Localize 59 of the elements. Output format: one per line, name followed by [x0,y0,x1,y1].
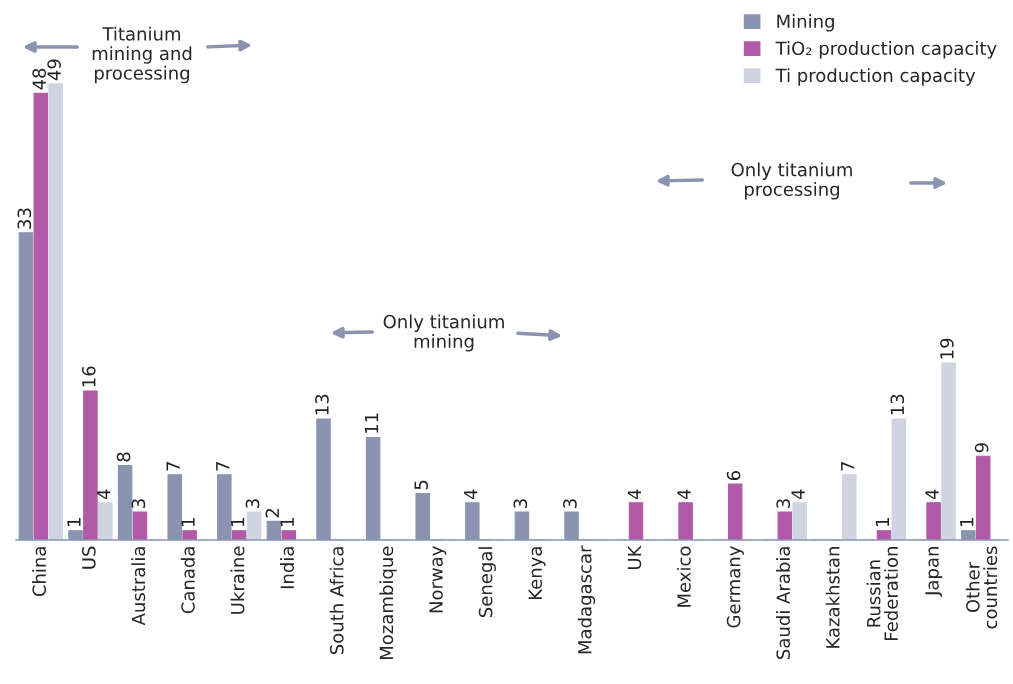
x-tick-label: Saudi Arabia [776,547,791,659]
x-tick-label: US [81,546,96,569]
data-label: 3 [245,499,260,508]
data-label: 1 [960,518,974,526]
data-label: 4 [925,489,939,500]
x-tick-label: Russian Federation [866,547,898,640]
data-label: 3 [563,499,577,508]
data-label: 9 [974,443,989,453]
data-label: 3 [776,499,791,508]
data-label: 4 [627,489,641,500]
x-tick-label: Mexico [676,546,691,607]
legend-label: Mining [777,14,834,32]
x-tick-label: Senegal [478,547,496,618]
data-label: 1 [280,518,294,526]
data-label: 3 [131,499,146,508]
x-tick-label: Japan [925,547,943,597]
data-label: 7 [216,462,230,471]
text: Titanium mining and processing [92,26,192,84]
data-label: 2 [265,508,279,518]
annotation: Only titanium processing [731,162,852,200]
x-tick-label: Kazakhstan [825,547,840,648]
x-tick-label: Ukraine [230,546,245,614]
data-label: 1 [875,518,889,526]
data-label: 1 [181,518,195,526]
x-tick-label: Germany [726,546,744,628]
data-label: 4 [464,489,478,500]
data-label: 1 [231,518,245,526]
data-label: 33 [17,208,32,229]
x-tick-label: UK [627,545,642,570]
data-label: 11 [364,413,379,433]
data-label: 19 [940,338,954,359]
x-tick-label: Kenya [528,547,546,600]
legend-label: Ti production capacity [775,68,976,86]
x-tick-label: Madagascar [577,545,596,654]
x-tick-label: India [280,547,295,589]
x-tick-label: Mozambique [379,546,397,660]
x-tick-label: Norway [429,546,447,613]
data-label: 4 [677,489,691,500]
data-label: 3 [513,499,528,508]
data-label: 49 [47,59,61,81]
data-label: 6 [726,471,741,481]
x-tick-label: Canada [180,547,195,614]
data-label: 16 [81,366,96,387]
x-tick-label: South Africa [329,547,344,655]
data-label: 8 [116,452,131,462]
data-label: 5 [414,480,428,490]
data-label: 48 [32,68,47,90]
x-tick-label: Other countries [965,546,998,629]
data-label: 13 [315,394,329,415]
data-label: 1 [67,518,81,526]
legend-label: TiO₂ production capacity [775,41,997,59]
data-label: 13 [890,394,905,415]
data-label: 4 [97,489,111,500]
data-label: 4 [791,489,805,500]
x-tick-label: Australia [131,547,146,626]
x-tick-label: China [32,547,47,597]
data-label: 7 [841,462,855,471]
data-label: 7 [166,462,180,471]
annotation: Only titanium mining [383,314,504,352]
